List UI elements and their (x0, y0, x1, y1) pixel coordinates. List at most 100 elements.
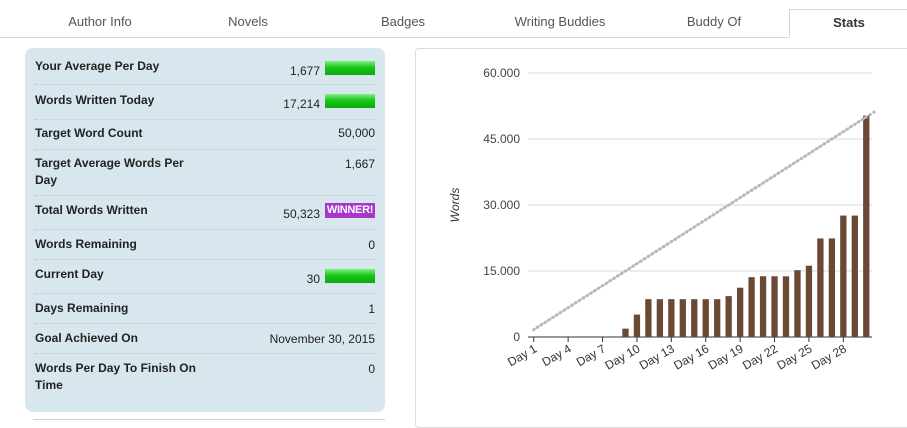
target-point (753, 186, 758, 190)
target-point (646, 254, 650, 258)
chart-bar (736, 287, 744, 337)
target-point (635, 262, 639, 266)
stat-label: Total Words Written (35, 203, 148, 217)
target-point (570, 303, 574, 307)
target-point (551, 315, 555, 320)
chart-bar (840, 215, 847, 337)
chart-bar (633, 314, 641, 337)
target-point (853, 122, 857, 126)
stat-value: 1,667 (344, 157, 375, 171)
target-point (822, 142, 826, 146)
target-point (558, 310, 563, 315)
x-tick-label: Day 7 (574, 341, 608, 369)
tab-novels[interactable]: Novels (228, 14, 268, 29)
target-point (872, 110, 876, 114)
tab-author-info[interactable]: Author Info (68, 14, 132, 29)
chart-bar (851, 215, 858, 337)
stat-label: Words Remaining (35, 237, 137, 251)
target-point (818, 144, 822, 148)
stat-value: 30 (306, 272, 320, 286)
y-tick-label: 0 (513, 330, 520, 344)
target-point (750, 188, 754, 192)
target-point (769, 176, 773, 180)
target-point (849, 125, 853, 129)
target-point (616, 274, 620, 278)
target-point (711, 213, 715, 217)
chart-bar (645, 299, 652, 337)
target-point (581, 296, 586, 300)
stat-label: Target Average Words Per Day (35, 156, 184, 187)
stat-row-words-per-day-to-finish: Words Per Day To Finish On Time 0 (35, 354, 375, 406)
stat-value: 17,214 (283, 97, 320, 111)
target-point (665, 242, 670, 246)
target-point (685, 230, 689, 234)
target-point (742, 193, 746, 197)
target-point (830, 137, 834, 141)
word-count-chart: 0 15.000 30.000 45.000 60.000 Words Day 1 Day 4… (448, 66, 876, 373)
stat-value: 0 (368, 362, 375, 376)
chart-bar (679, 299, 686, 337)
target-point (688, 227, 693, 232)
target-point (734, 198, 738, 202)
tab-badges[interactable]: Badges (380, 14, 426, 29)
target-point (757, 183, 761, 188)
chart-bar (805, 265, 813, 337)
stat-row-days-remaining: Days Remaining 1 (35, 294, 375, 324)
chart-bar (817, 238, 824, 337)
chart-bar (691, 299, 698, 337)
stat-value: November 30, 2015 (269, 332, 375, 346)
target-point (772, 174, 777, 178)
chart-bar (714, 299, 721, 337)
target-point (700, 220, 704, 224)
target-point (738, 196, 742, 200)
tab-stats[interactable]: Stats (789, 9, 907, 38)
target-point (673, 237, 677, 241)
target-point (780, 169, 784, 173)
target-point (719, 208, 723, 212)
tab-writing-buddies[interactable]: Writing Buddies (514, 14, 606, 29)
stat-label: Goal Achieved On (35, 331, 138, 345)
stat-row-target-word-count: Target Word Count 50,000 (35, 120, 375, 150)
chart-bar (863, 115, 870, 337)
stat-value: 0 (368, 238, 375, 252)
divider (33, 419, 385, 420)
chart-bar (828, 238, 836, 337)
chart-bar (656, 299, 664, 337)
target-point (574, 301, 578, 305)
stat-label: Your Average Per Day (35, 59, 160, 73)
target-point (593, 288, 597, 293)
target-point (795, 159, 800, 163)
target-point (654, 249, 658, 254)
target-point (585, 293, 589, 298)
target-point (814, 147, 819, 151)
stat-label: Target Word Count (35, 126, 143, 140)
target-point (788, 164, 792, 168)
chart-bar (668, 299, 675, 337)
target-point (696, 222, 700, 227)
stat-row-words-today: Words Written Today 17,214 (35, 85, 375, 120)
stat-row-target-average: Target Average Words Per Day 1,667 (35, 150, 375, 196)
chart-bar (782, 276, 790, 337)
target-point (631, 264, 635, 268)
target-point (623, 269, 628, 273)
x-tick-label: Day 10 (602, 341, 642, 372)
target-point (803, 154, 807, 158)
target-point (600, 284, 605, 288)
chart-bar (771, 276, 778, 337)
x-tick-label: Day 16 (671, 341, 711, 372)
target-point (681, 232, 685, 236)
stats-panel: Your Average Per Day 1,677 Words Written… (25, 48, 385, 412)
y-tick-label: 15.000 (483, 264, 520, 278)
stat-row-current-day: Current Day 30 (35, 260, 375, 294)
chart-bar (725, 296, 732, 337)
target-point (799, 156, 803, 161)
target-point (669, 240, 673, 244)
chart-bar (622, 328, 629, 337)
target-point (841, 130, 845, 134)
y-axis-label: Words (448, 188, 462, 223)
target-point (566, 306, 570, 310)
stat-row-words-remaining: Words Remaining 0 (35, 230, 375, 260)
stat-value: 50,323 (283, 207, 320, 221)
target-point (642, 257, 647, 261)
tab-buddy-of[interactable]: Buddy Of (686, 14, 742, 29)
